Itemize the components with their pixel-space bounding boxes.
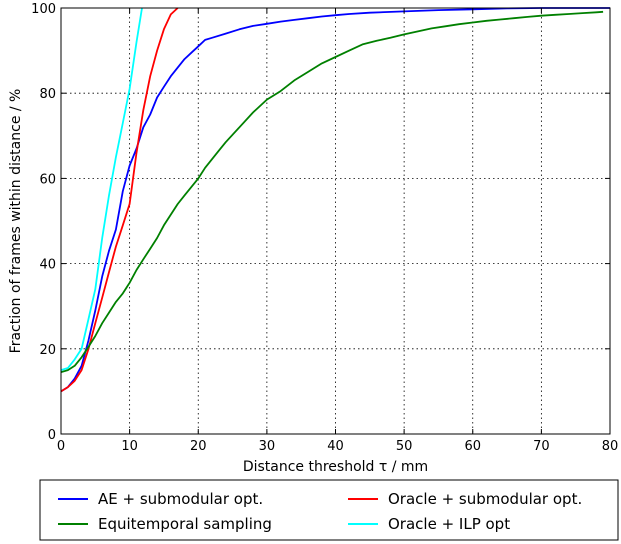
series-line-ae-submodular-opt — [60, 7, 610, 393]
x-tick-label: 70 — [533, 439, 550, 454]
y-tick-label: 0 — [48, 428, 56, 443]
x-tick-label: 20 — [190, 439, 207, 454]
series-line-oracle-ilp-opt — [60, 7, 143, 371]
x-tick-label: 60 — [464, 439, 481, 454]
series-line-equitemporal-sampling — [60, 10, 604, 374]
x-tick-label: 50 — [396, 439, 413, 454]
y-tick-label: 80 — [39, 87, 56, 102]
x-axis-label: Distance threshold τ / mm — [243, 459, 428, 475]
y-tick-label: 20 — [39, 343, 56, 358]
series-line-oracle-submodular-opt — [60, 7, 179, 393]
x-tick-label: 80 — [602, 439, 619, 454]
grid — [61, 8, 610, 434]
legend-label: Oracle + ILP opt — [388, 515, 510, 533]
x-tick-label: 10 — [121, 439, 138, 454]
legend-frame — [39, 479, 619, 541]
y-axis-label: Fraction of frames within distance / % — [8, 89, 24, 354]
y-tick-label: 60 — [39, 172, 56, 187]
legend-label: AE + submodular opt. — [98, 490, 263, 508]
series-lines — [60, 7, 610, 393]
y-tick-label: 100 — [31, 2, 56, 17]
legend-label: Oracle + submodular opt. — [388, 490, 582, 508]
x-tick-label: 30 — [259, 439, 276, 454]
legend: AE + submodular opt. Oracle + submodular … — [39, 479, 619, 541]
legend-label: Equitemporal sampling — [98, 515, 272, 533]
axis-ticks: 0 10 20 30 40 50 60 70 80 0 20 40 60 80 100 — [31, 2, 618, 454]
x-tick-label: 40 — [327, 439, 344, 454]
x-tick-label: 0 — [57, 439, 65, 454]
y-tick-label: 40 — [39, 258, 56, 273]
